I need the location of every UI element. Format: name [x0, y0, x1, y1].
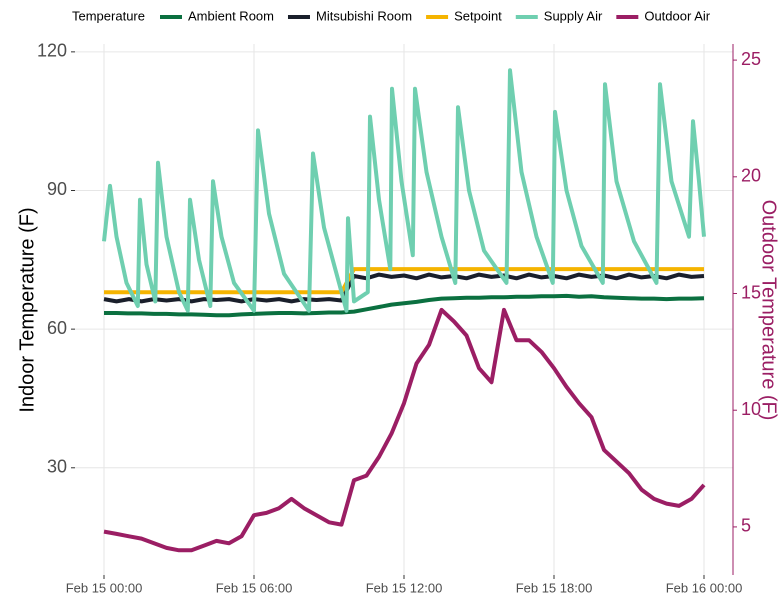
- y-tick-label: 90: [47, 179, 67, 199]
- legend-label: Setpoint: [454, 8, 502, 23]
- y2-tick-label: 5: [741, 516, 751, 536]
- y2-tick-label: 25: [741, 49, 761, 69]
- legend-item: Mitsubishi Room: [287, 8, 412, 23]
- series-line: [103, 307, 706, 553]
- y-tick-label: 30: [47, 457, 67, 477]
- legend-title: Temperature: [72, 8, 145, 23]
- legend-label: Supply Air: [544, 8, 603, 23]
- x-tick-label: Feb 15 06:00: [216, 580, 293, 595]
- x-tick-label: Feb 16 00:00: [666, 580, 743, 595]
- legend-item: Ambient Room: [160, 8, 274, 23]
- y2-tick-label: 10: [741, 399, 761, 419]
- legend-label: Mitsubishi Room: [316, 8, 412, 23]
- x-tick-label: Feb 15 12:00: [366, 580, 443, 595]
- y-tick-label: 60: [47, 318, 67, 338]
- legend-item: Outdoor Air: [616, 8, 711, 23]
- series-line: [102, 68, 706, 313]
- x-tick-label: Feb 15 18:00: [516, 580, 593, 595]
- x-tick-label: Feb 15 00:00: [66, 580, 143, 595]
- y2-tick-label: 20: [741, 166, 761, 186]
- y-tick-label: 120: [37, 41, 67, 61]
- legend-item: Setpoint: [426, 8, 502, 23]
- legend-label: Outdoor Air: [644, 8, 710, 23]
- y-axis-title: Indoor Temperature (F): [16, 207, 38, 412]
- legend-item: Supply Air: [515, 8, 603, 23]
- legend-label: Ambient Room: [188, 8, 274, 23]
- y2-tick-label: 15: [741, 282, 761, 302]
- series-line: [104, 293, 705, 318]
- y2-axis-title: Outdoor Temperature (F): [758, 200, 780, 421]
